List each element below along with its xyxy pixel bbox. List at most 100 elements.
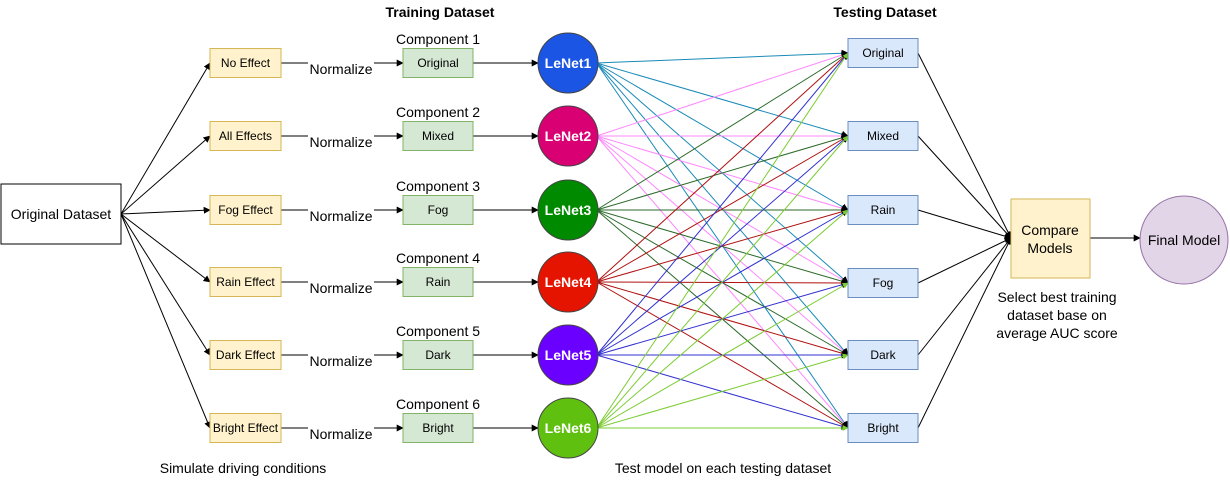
test-edge [596, 282, 849, 429]
test-edge [596, 135, 849, 283]
effect-label: Rain Effect [216, 275, 275, 289]
component-label: Component 1 [396, 31, 480, 47]
training-set-label: Mixed [422, 129, 454, 143]
test-edge [596, 135, 849, 356]
compare-arrow [917, 135, 1012, 239]
normalize-label-bg [308, 354, 374, 370]
select-caption-line2: dataset base on [1007, 307, 1107, 323]
training-set-label: Fog [428, 203, 449, 217]
normalize-label: Normalize [309, 426, 372, 442]
final-model-circle [1139, 195, 1229, 285]
testing-set-box [847, 340, 919, 370]
component-label: Component 3 [396, 178, 480, 194]
effect-label: Bright Effect [213, 421, 279, 435]
testing-set-box [847, 195, 919, 225]
compare-arrow [917, 237, 1012, 284]
normalize-label-bg [308, 427, 374, 443]
testing-set-label: Mixed [867, 129, 899, 143]
normalize-label-bg [308, 209, 374, 225]
effect-box [209, 48, 282, 78]
effect-label: No Effect [221, 56, 271, 70]
normalize-label: Normalize [309, 280, 372, 296]
fanout-arrow [120, 135, 211, 215]
lenet-circle [537, 397, 599, 459]
training-set-box [402, 121, 474, 151]
lenet-label: LeNet1 [545, 55, 592, 71]
effect-box [209, 340, 282, 370]
effect-label: Fog Effect [218, 203, 273, 217]
test-edge [596, 135, 849, 429]
training-dataset-header: Training Dataset [386, 4, 495, 20]
training-set-box [402, 267, 474, 297]
fanout-arrow [120, 206, 211, 215]
test-edge [596, 209, 849, 429]
testing-set-label: Bright [867, 421, 899, 435]
testing-set-label: Original [862, 46, 903, 60]
training-set-label: Original [417, 56, 458, 70]
test-edge [596, 353, 849, 429]
fanout-arrow [120, 62, 211, 215]
training-set-box [402, 413, 474, 443]
simulate-caption: Simulate driving conditions [160, 460, 327, 476]
effect-box [209, 413, 282, 443]
select-caption-line1: Select best training [997, 289, 1116, 305]
testing-set-label: Dark [870, 348, 896, 362]
lenet-label: LeNet4 [545, 274, 592, 290]
normalize-label-bg [308, 62, 374, 78]
effect-label: All Effects [219, 129, 272, 143]
effect-label: Dark Effect [216, 348, 276, 362]
normalize-label-bg [308, 281, 374, 297]
lenet-circle [537, 251, 599, 313]
lenet-circle [537, 32, 599, 94]
training-set-box [402, 340, 474, 370]
compare-arrow [917, 52, 1012, 239]
testing-set-label: Fog [873, 276, 894, 290]
training-set-label: Dark [425, 348, 451, 362]
training-set-label: Rain [426, 275, 451, 289]
final-model-label: Final Model [1148, 232, 1220, 248]
test-caption: Test model on each testing dataset [615, 460, 831, 476]
lenet-label: LeNet2 [545, 128, 592, 144]
fanout-arrow [120, 213, 211, 429]
lenet-label: LeNet6 [545, 420, 592, 436]
effect-box [209, 121, 282, 151]
component-label: Component 5 [396, 323, 480, 339]
normalize-label: Normalize [309, 61, 372, 77]
testing-set-box [847, 268, 919, 298]
effect-box [209, 195, 282, 225]
lenet-label: LeNet5 [545, 347, 592, 363]
compare-label-line2: Models [1027, 240, 1072, 256]
component-label: Component 6 [396, 396, 480, 412]
normalize-label: Normalize [309, 353, 372, 369]
compare-label-line1: Compare [1021, 222, 1079, 238]
test-edge [596, 49, 849, 64]
testing-set-box [847, 413, 919, 443]
fanout-arrow [120, 213, 211, 283]
test-edge [596, 52, 849, 283]
test-edge [596, 51, 849, 137]
original-dataset-box [0, 183, 122, 245]
normalize-label: Normalize [309, 208, 372, 224]
lenet-circle [537, 324, 599, 386]
normalize-label: Normalize [309, 134, 372, 150]
compare-arrow [917, 237, 1012, 356]
training-set-label: Bright [422, 421, 454, 435]
original-dataset-label: Original Dataset [11, 206, 111, 222]
testing-set-box [847, 38, 919, 68]
compare-arrow [917, 237, 1012, 429]
component-label: Component 2 [396, 104, 480, 120]
effect-box [209, 267, 282, 297]
test-edge [596, 62, 849, 138]
test-edge [596, 134, 849, 211]
training-set-box [402, 195, 474, 225]
lenet-label: LeNet3 [545, 202, 592, 218]
fanout-arrow [120, 213, 211, 356]
select-caption-line3: average AUC score [996, 325, 1118, 341]
testing-set-label: Rain [871, 203, 896, 217]
test-edge [596, 52, 849, 356]
component-label: Component 4 [396, 250, 480, 266]
lenet-circle [537, 105, 599, 167]
compare-arrow [917, 209, 1012, 240]
